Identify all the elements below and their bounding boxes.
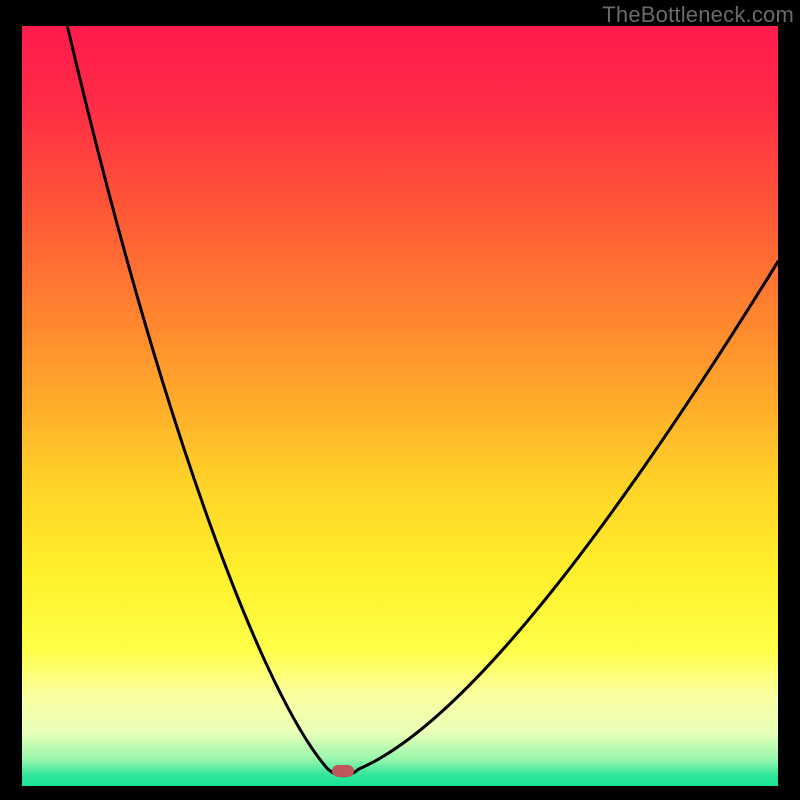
watermark-text: TheBottleneck.com: [602, 2, 794, 28]
minimum-marker: [332, 765, 354, 777]
chart-container: TheBottleneck.com: [0, 0, 800, 800]
curve-svg: [22, 26, 778, 786]
bottleneck-curve: [67, 26, 778, 776]
plot-area: [22, 26, 778, 786]
